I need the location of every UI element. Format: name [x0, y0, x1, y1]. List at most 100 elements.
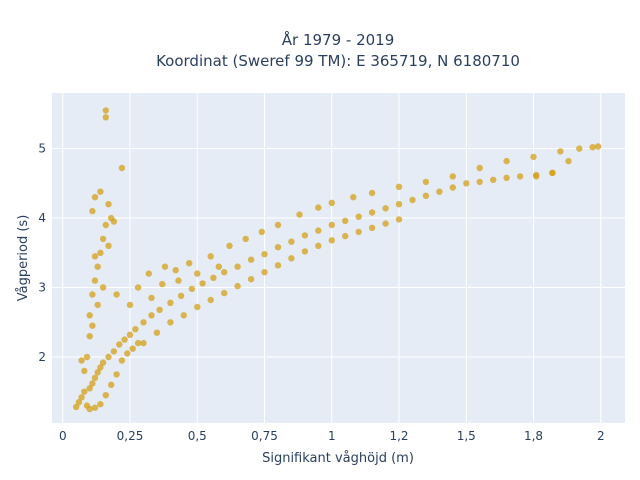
data-point	[110, 218, 118, 225]
data-point	[328, 237, 335, 244]
data-point	[97, 188, 104, 195]
data-point	[126, 301, 134, 309]
data-point	[274, 244, 282, 251]
data-point	[221, 289, 228, 297]
data-point	[91, 194, 99, 201]
data-point	[97, 401, 104, 408]
data-point	[73, 403, 80, 411]
y-tick-label: 3	[38, 281, 46, 295]
data-point	[148, 294, 155, 302]
data-point	[557, 148, 564, 155]
data-point	[315, 242, 322, 249]
data-point	[395, 201, 403, 208]
data-point	[91, 404, 99, 411]
data-point	[167, 299, 174, 306]
data-point	[97, 249, 104, 256]
data-point	[589, 144, 596, 151]
data-point	[140, 339, 147, 347]
y-tick-label: 5	[38, 142, 46, 156]
data-point	[78, 394, 85, 401]
data-point	[110, 348, 118, 355]
data-point	[129, 345, 136, 352]
data-point	[116, 341, 123, 348]
data-point	[134, 284, 142, 291]
data-point	[194, 270, 201, 277]
data-point	[476, 178, 483, 186]
data-point	[105, 201, 112, 208]
data-point	[75, 399, 83, 406]
data-point	[153, 329, 161, 336]
data-point	[382, 220, 389, 227]
data-point	[503, 157, 510, 165]
x-tick-label: 0	[59, 429, 67, 443]
data-point	[199, 280, 206, 287]
y-axis-title: Vågperiod (s)	[16, 215, 31, 302]
data-point	[258, 228, 265, 236]
data-point	[145, 270, 152, 277]
data-point	[91, 374, 99, 381]
data-point	[261, 269, 268, 276]
data-point	[476, 164, 483, 172]
data-point	[234, 263, 241, 270]
data-point	[94, 301, 101, 309]
x-axis-title: Signifikant våghöjd (m)	[262, 451, 414, 466]
data-point	[102, 221, 110, 229]
data-point	[105, 242, 112, 249]
y-tick-label: 4	[38, 211, 46, 225]
data-point	[368, 189, 376, 197]
data-point	[89, 207, 96, 215]
data-point	[342, 232, 349, 240]
data-point	[565, 157, 572, 165]
x-tick-label: 0,5	[188, 429, 207, 443]
data-point	[301, 248, 309, 255]
data-point	[78, 357, 85, 364]
data-point	[530, 153, 537, 161]
data-point	[261, 251, 268, 258]
data-point	[94, 263, 101, 270]
data-point	[113, 291, 120, 298]
data-point	[89, 291, 96, 298]
data-point	[105, 353, 112, 361]
data-point	[422, 192, 430, 199]
data-point	[89, 380, 96, 387]
data-point	[108, 381, 115, 388]
data-point	[355, 213, 362, 220]
data-point	[81, 367, 88, 375]
data-points	[73, 107, 602, 413]
data-point	[102, 392, 110, 399]
data-point	[409, 196, 416, 204]
data-point	[175, 277, 182, 284]
x-tick-label: 1,8	[524, 429, 543, 443]
x-tick-label: 1,2	[389, 429, 408, 443]
data-point	[102, 107, 110, 114]
data-point	[247, 276, 255, 283]
data-point	[315, 227, 322, 234]
data-point	[328, 221, 335, 229]
data-point	[274, 221, 282, 229]
data-point	[89, 322, 96, 329]
data-point	[167, 319, 174, 326]
x-tick-label: 0,25	[117, 429, 144, 443]
data-point	[449, 184, 456, 191]
data-point	[86, 333, 93, 340]
data-point	[422, 178, 430, 186]
plot-background	[52, 93, 625, 423]
data-point	[342, 217, 349, 224]
data-point	[395, 216, 403, 223]
y-tick-label: 2	[38, 350, 46, 364]
data-point	[159, 280, 166, 288]
x-tick-label: 1	[328, 429, 336, 443]
x-tick-label: 2	[597, 429, 605, 443]
data-point	[382, 205, 389, 212]
data-point	[221, 269, 228, 276]
y-axis-ticks: 2 3 4 5	[38, 142, 46, 364]
data-point	[86, 405, 93, 413]
chart-title-line-2: Koordinat (Sweref 99 TM): E 365719, N 61…	[156, 52, 520, 70]
data-point	[177, 292, 185, 300]
data-point	[81, 388, 88, 395]
data-point	[234, 282, 241, 290]
data-point	[490, 176, 497, 183]
data-point	[161, 263, 169, 270]
data-point	[247, 256, 255, 263]
data-point	[368, 209, 376, 216]
